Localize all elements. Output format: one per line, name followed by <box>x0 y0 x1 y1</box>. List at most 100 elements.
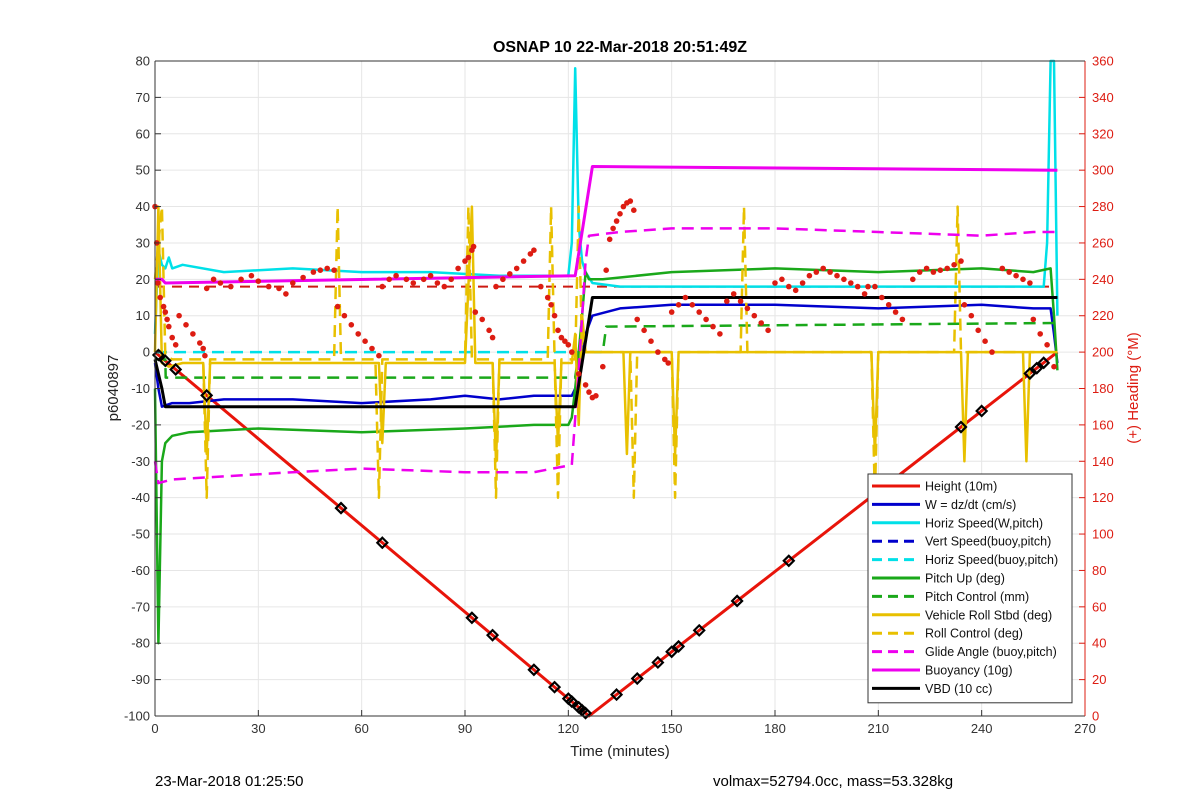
heading-point <box>403 276 410 283</box>
y-tick-label: -50 <box>131 527 150 542</box>
height-marker <box>1030 361 1044 375</box>
heading-point <box>668 309 675 315</box>
heading-point <box>162 309 169 315</box>
tick-labels: 0 30 60 90 120 150 180 210 240 270-100-90-80-70-6… <box>124 54 1114 737</box>
x-axis-label: Time (minutes) <box>570 743 669 760</box>
height-marker <box>158 354 172 368</box>
height-marker <box>975 404 989 418</box>
legend-label: Buoyancy (10g) <box>925 664 1013 678</box>
y-tick-label: 10 <box>136 308 150 323</box>
heading-point <box>172 342 179 348</box>
legend-label: Pitch Control (mm) <box>925 590 1029 604</box>
heading-point <box>276 285 282 292</box>
y-tick-label: 70 <box>136 90 150 105</box>
heading-point <box>951 262 957 268</box>
heading-point <box>369 345 375 352</box>
legend-box <box>867 473 1073 704</box>
y-tick-label: -90 <box>131 672 150 687</box>
heading-point <box>1027 280 1033 286</box>
heading-point <box>606 236 613 243</box>
heading-point <box>930 269 937 275</box>
heading-point <box>210 276 217 283</box>
heading-point <box>916 269 923 275</box>
legend-label: Pitch Up (deg) <box>925 572 1005 586</box>
y2-tick-label: 40 <box>1092 636 1106 651</box>
height-marker <box>692 623 706 637</box>
heading-point <box>155 280 161 286</box>
heading-point <box>455 265 461 272</box>
y2-tick-label: 120 <box>1092 490 1114 505</box>
heading-point <box>507 271 513 277</box>
heading-point <box>310 269 317 275</box>
heading-point <box>610 225 616 232</box>
heading-point <box>627 198 634 204</box>
height-marker <box>609 688 624 702</box>
x-tick-label: 150 <box>661 721 683 736</box>
heading-point <box>703 316 709 323</box>
legend-label: Height (10m) <box>925 480 997 494</box>
legend-label: Horiz Speed(W,pitch) <box>925 516 1043 530</box>
heading-point <box>248 272 255 279</box>
heading-point <box>620 203 627 210</box>
heading-point <box>489 334 496 341</box>
x-tick-label: 120 <box>557 721 579 736</box>
height-marker <box>169 362 183 376</box>
heading-point <box>434 280 441 286</box>
legend: Height (10m) W = dz/dt (cm/s) Horiz Speed(… <box>867 473 1073 704</box>
x-tick-label: 30 <box>251 721 265 736</box>
heading-point <box>958 258 964 264</box>
heading-point <box>565 342 572 348</box>
y-tick-label: -80 <box>131 636 150 651</box>
heading-point <box>662 356 668 363</box>
legend-label: Vert Speed(buoy,pitch) <box>925 535 1051 549</box>
heading-point <box>655 349 661 355</box>
y2-tick-label: 200 <box>1092 345 1114 360</box>
heading-point <box>448 276 455 283</box>
legend-label: W = dz/dt (cm/s) <box>925 498 1016 512</box>
y2-tick-label: 280 <box>1092 199 1114 214</box>
y-tick-label: -70 <box>131 599 150 614</box>
y2-tick-label: 320 <box>1092 126 1114 141</box>
heading-point <box>586 389 592 395</box>
heading-point <box>558 334 565 341</box>
heading-point <box>944 265 950 272</box>
height-marker <box>730 594 744 608</box>
heading-point <box>1020 276 1026 283</box>
heading-point <box>548 302 554 308</box>
heading-point <box>472 309 479 315</box>
heading-point <box>317 267 324 274</box>
height-marker <box>651 655 665 670</box>
height-marker <box>200 388 214 402</box>
height-marker <box>527 663 541 677</box>
series-line-7 <box>153 205 1058 463</box>
heading-point <box>634 316 640 323</box>
x-tick-label: 0 <box>151 721 158 736</box>
heading-point <box>820 265 826 272</box>
heading-point <box>1006 269 1012 275</box>
y-tick-label: 30 <box>136 235 150 250</box>
heading-point <box>420 276 427 283</box>
y2-tick-label: 220 <box>1092 308 1114 323</box>
heading-point <box>355 331 362 337</box>
heading-point <box>899 316 906 323</box>
footer-timestamp: 23-Mar-2018 01:25:50 <box>155 773 304 790</box>
heading-point <box>157 294 163 301</box>
heading-point <box>923 265 930 272</box>
y2-tick-label: 0 <box>1092 709 1099 724</box>
height-marker <box>782 554 796 568</box>
heading-point <box>827 269 833 275</box>
height-marker <box>1037 356 1051 370</box>
y2-tick-label: 360 <box>1092 54 1114 69</box>
y-tick-label: -10 <box>131 381 150 396</box>
heading-point <box>386 276 393 283</box>
x-tick-label: 60 <box>354 721 368 736</box>
heading-point <box>982 338 988 345</box>
heading-point <box>562 338 568 345</box>
heading-point <box>772 280 778 286</box>
heading-point <box>648 338 654 345</box>
heading-point <box>531 247 537 253</box>
height-marker <box>578 706 593 720</box>
legend-label: Glide Angle (buoy,pitch) <box>925 645 1057 659</box>
heading-point <box>792 287 799 294</box>
